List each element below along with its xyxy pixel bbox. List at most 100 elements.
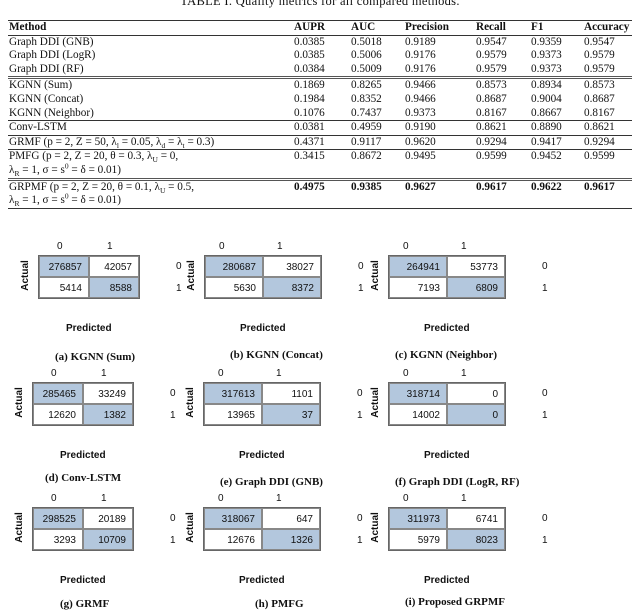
metric-value: 0.9599: [475, 149, 530, 181]
matrix-cell: 0: [447, 383, 505, 404]
metric-value: 0.9547: [476, 35, 507, 48]
actual-class-label: 0: [542, 388, 548, 399]
column-header: Method: [8, 20, 293, 36]
matrix-cell: 5979: [389, 529, 447, 550]
predicted-class-label: 1: [276, 368, 282, 379]
predicted-axis-label: Predicted: [60, 575, 106, 586]
actual-axis-label: Actual: [13, 512, 25, 543]
actual-class-label: 0: [357, 513, 363, 524]
actual-axis-label: Actual: [184, 387, 196, 418]
predicted-axis-label: Predicted: [66, 323, 112, 334]
column-header: AUPR: [293, 20, 350, 36]
predicted-class-label: 0: [403, 368, 409, 379]
actual-axis-label: Actual: [184, 512, 196, 543]
confusion-matrix-panel: 0 1 311973 6741 5979 8023 0 1 Actual Predicted: [370, 493, 588, 613]
panel-caption: (f) Graph DDI (LogR, RF): [395, 476, 520, 488]
confusion-matrix-grid: 311973 6741 5979 8023: [388, 507, 506, 551]
metrics-table: Method AUPR AUC Precision Recall F1 Accuracy G…: [8, 20, 632, 209]
actual-class-label: 1: [176, 283, 182, 294]
metric-value: 0.9117: [350, 135, 404, 151]
predicted-class-label: 0: [51, 368, 57, 379]
panel-caption: (d) Conv-LSTM: [45, 472, 122, 484]
actual-axis-label: Actual: [369, 260, 381, 291]
confusion-matrix-grid: 318714 0 14002 0: [388, 382, 506, 426]
actual-class-label: 0: [170, 513, 176, 524]
confusion-matrix-panel: 0 1 276857 42057 5414 8588 0 1 Actual Predicted: [20, 241, 238, 361]
predicted-axis-label: Predicted: [239, 450, 285, 461]
confusion-matrix-grid: 280687 38027 5630 8372: [204, 255, 322, 299]
actual-class-label: 0: [542, 513, 548, 524]
column-header: AUC: [350, 20, 404, 36]
matrix-cell: 5414: [39, 277, 89, 298]
metric-value: 0.9617: [475, 179, 530, 209]
metric-value: 0.9373: [531, 49, 562, 62]
confusion-matrix-grid: 264941 53773 7193 6809: [388, 255, 506, 299]
confusion-matrix-panel: 0 1 317613 1101 13965 37 0 1 Actual Predicted: [185, 368, 403, 488]
metric-value: 0.7437: [350, 106, 404, 122]
matrix-cell: 3293: [33, 529, 83, 550]
matrix-cell: 280687: [205, 256, 263, 277]
actual-class-label: 0: [176, 261, 182, 272]
matrix-cell: 12676: [204, 529, 262, 550]
matrix-cell: 311973: [389, 508, 447, 529]
metric-value: 0.9294: [475, 135, 530, 151]
metric-value: 0.9547: [584, 35, 615, 48]
confusion-matrix-panel: 0 1 264941 53773 7193 6809 0 1 Actual Predicted: [370, 241, 588, 361]
metric-value: 0.9189: [405, 35, 436, 48]
panel-caption: (i) Proposed GRPMF: [405, 596, 506, 608]
metric-value: 0.9620: [404, 135, 475, 151]
matrix-cell: 285465: [33, 383, 83, 404]
actual-axis-label: Actual: [369, 512, 381, 543]
matrix-cell: 42057: [89, 256, 139, 277]
method-cell: Conv-LSTM: [8, 120, 293, 136]
metric-value: 0.8672: [350, 149, 404, 181]
metric-value: 0.4975: [293, 179, 350, 209]
metric-value: 0.5018: [351, 35, 382, 48]
actual-class-label: 1: [542, 283, 548, 294]
predicted-axis-label: Predicted: [424, 323, 470, 334]
matrix-cell: 6741: [447, 508, 505, 529]
matrix-cell: 10709: [83, 529, 133, 550]
actual-class-label: 1: [358, 283, 364, 294]
matrix-cell: 1382: [83, 404, 133, 425]
metric-value: 0.9190: [404, 120, 475, 136]
table-row: KGNN (Neighbor) 0.1076 0.7437 0.9373 0.8167 0…: [8, 106, 632, 122]
matrix-cell: 264941: [389, 256, 447, 277]
metric-value: 0.1984: [294, 92, 325, 105]
matrix-cell: 38027: [263, 256, 321, 277]
metric-value: 0.8265: [351, 79, 382, 92]
table-row: KGNN (Sum) 0.1869 0.8265 0.9466 0.8573 0.8934…: [8, 78, 632, 93]
table-row: PMFG (p = 2, Z = 20, θ = 0.3, λU = 0, λR …: [8, 149, 632, 181]
actual-class-label: 0: [358, 261, 364, 272]
matrix-cell: 20189: [83, 508, 133, 529]
column-header: F1: [530, 20, 583, 36]
actual-class-label: 1: [542, 535, 548, 546]
metric-value: 0.8573: [476, 79, 507, 92]
metric-value: 0.9385: [350, 179, 404, 209]
metric-value: 0.9579: [476, 49, 507, 62]
metric-value: 0.8352: [351, 92, 382, 105]
metric-value: 0.0385: [294, 49, 325, 62]
metric-value: 0.9359: [531, 35, 562, 48]
panel-caption: (e) Graph DDI (GNB): [220, 476, 323, 488]
matrix-cell: 8023: [447, 529, 505, 550]
matrix-cell: 647: [262, 508, 320, 529]
actual-class-label: 1: [357, 410, 363, 421]
confusion-matrix-panel: 0 1 318067 647 12676 1326 0 1 Actual Predicted: [185, 493, 403, 613]
predicted-class-label: 0: [403, 241, 409, 252]
predicted-class-label: 0: [219, 241, 225, 252]
metric-value: 0.9004: [531, 92, 562, 105]
metric-value: 0.9294: [583, 135, 632, 151]
matrix-cell: 37: [262, 404, 320, 425]
metric-value: 0.5006: [351, 49, 382, 62]
confusion-matrix-grid: 317613 1101 13965 37: [203, 382, 321, 426]
predicted-class-label: 1: [276, 493, 282, 504]
table-row: GRPMF (p = 2, Z = 20, θ = 0.1, λU = 0.5,…: [8, 179, 632, 209]
metric-value: 0.9373: [404, 106, 475, 122]
matrix-cell: 276857: [39, 256, 89, 277]
predicted-axis-label: Predicted: [424, 450, 470, 461]
metric-value: 0.9495: [404, 149, 475, 181]
panel-caption: (b) KGNN (Concat): [230, 349, 323, 361]
method-cell: KGNN (Sum): [9, 79, 73, 92]
column-header: Precision: [404, 20, 475, 36]
